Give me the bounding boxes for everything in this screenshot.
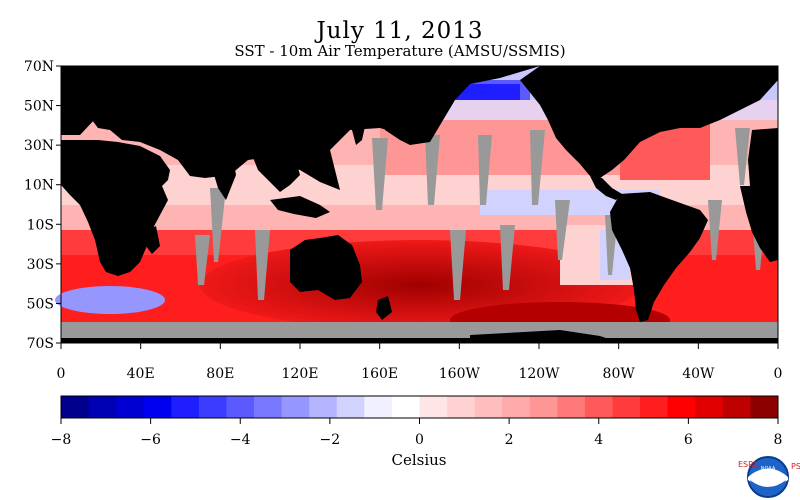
colorbar-tick-label: 0: [415, 432, 424, 448]
colorbar-swatch: [143, 396, 172, 418]
colorbar-swatch: [281, 396, 310, 418]
colorbar-swatch: [502, 396, 531, 418]
longitude-label: 0: [774, 366, 783, 382]
longitude-label: 160W: [439, 366, 481, 382]
longitude-label: 120E: [282, 366, 319, 382]
longitude-label: 0: [57, 366, 66, 382]
colorbar-swatch: [695, 396, 724, 418]
colorbar-tick-label: −4: [230, 432, 251, 448]
colorbar-swatch: [309, 396, 338, 418]
colorbar-swatch: [88, 396, 117, 418]
longitude-axis: 0 40E 80E 120E 160E 160W 120W 80W 40W 0: [57, 343, 783, 382]
colorbar-swatch: [254, 396, 283, 418]
colorbar-swatch: [584, 396, 614, 418]
colorbar-tick-label: 4: [594, 432, 603, 448]
colorbar-swatch: [171, 396, 200, 418]
latitude-label: 70N: [24, 59, 54, 75]
longitude-label: 40E: [127, 366, 155, 382]
colorbar: [60, 395, 779, 419]
map-frame: [60, 65, 779, 344]
latitude-axis: 70N 50N 30N 10N 10S 30S 50S 70S: [24, 59, 61, 352]
colorbar-tick-label: 2: [505, 432, 514, 448]
latitude-label: 30N: [24, 138, 54, 154]
latitude-label: 30S: [27, 257, 54, 273]
colorbar-swatch: [336, 396, 365, 418]
longitude-label: 80E: [206, 366, 234, 382]
colorbar-swatch: [667, 396, 696, 418]
missing-data-swaths: [61, 128, 778, 343]
latitude-label: 50N: [24, 99, 54, 115]
colorbar-tick-label: −2: [320, 432, 341, 448]
colorbar-swatch: [557, 396, 586, 418]
latitude-label: 10S: [27, 217, 54, 233]
colorbar-swatch: [226, 396, 255, 418]
latitude-label: 70S: [27, 336, 54, 352]
land-masses: [61, 66, 778, 343]
colorbar-tick-label: −8: [51, 432, 72, 448]
colorbar-swatch: [391, 396, 420, 418]
map-subtitle: SST - 10m Air Temperature (AMSU/SSMIS): [234, 42, 566, 60]
colorbar-swatch: [198, 396, 227, 418]
colorbar-label: Celsius: [391, 451, 447, 469]
colorbar-swatch: [529, 396, 558, 418]
colorbar-swatch: [61, 396, 90, 418]
colorbar-swatch: [612, 396, 641, 418]
latitude-label: 10N: [24, 178, 54, 194]
colorbar-swatch: [640, 396, 669, 418]
latitude-label: 50S: [27, 296, 54, 312]
colorbar-swatch: [722, 396, 751, 418]
colorbar-swatch: [116, 396, 145, 418]
colorbar-tick-label: −6: [140, 432, 161, 448]
noaa-logo: NOAA: [747, 456, 789, 498]
colorbar-swatch: [750, 396, 779, 418]
colorbar-tick-label: 6: [684, 432, 693, 448]
colorbar-swatch: [419, 396, 448, 418]
logo-text: NOAA: [761, 466, 776, 472]
longitude-label: 120W: [518, 366, 560, 382]
longitude-label: 80W: [603, 366, 636, 382]
longitude-label: 40W: [682, 366, 715, 382]
colorbar-swatch: [474, 396, 503, 418]
map-title: July 11, 2013: [316, 18, 484, 44]
colorbar-swatch: [447, 396, 476, 418]
colorbar-swatch: [364, 396, 393, 418]
longitude-label: 160E: [361, 366, 398, 382]
colorbar-tick-label: 8: [774, 432, 783, 448]
colorbar-axis: −8 −6 −4 −2 0 2 4 6 8: [51, 418, 783, 448]
psd-letters: PSD: [791, 462, 800, 471]
esrl-letters: ESRL: [738, 460, 759, 469]
